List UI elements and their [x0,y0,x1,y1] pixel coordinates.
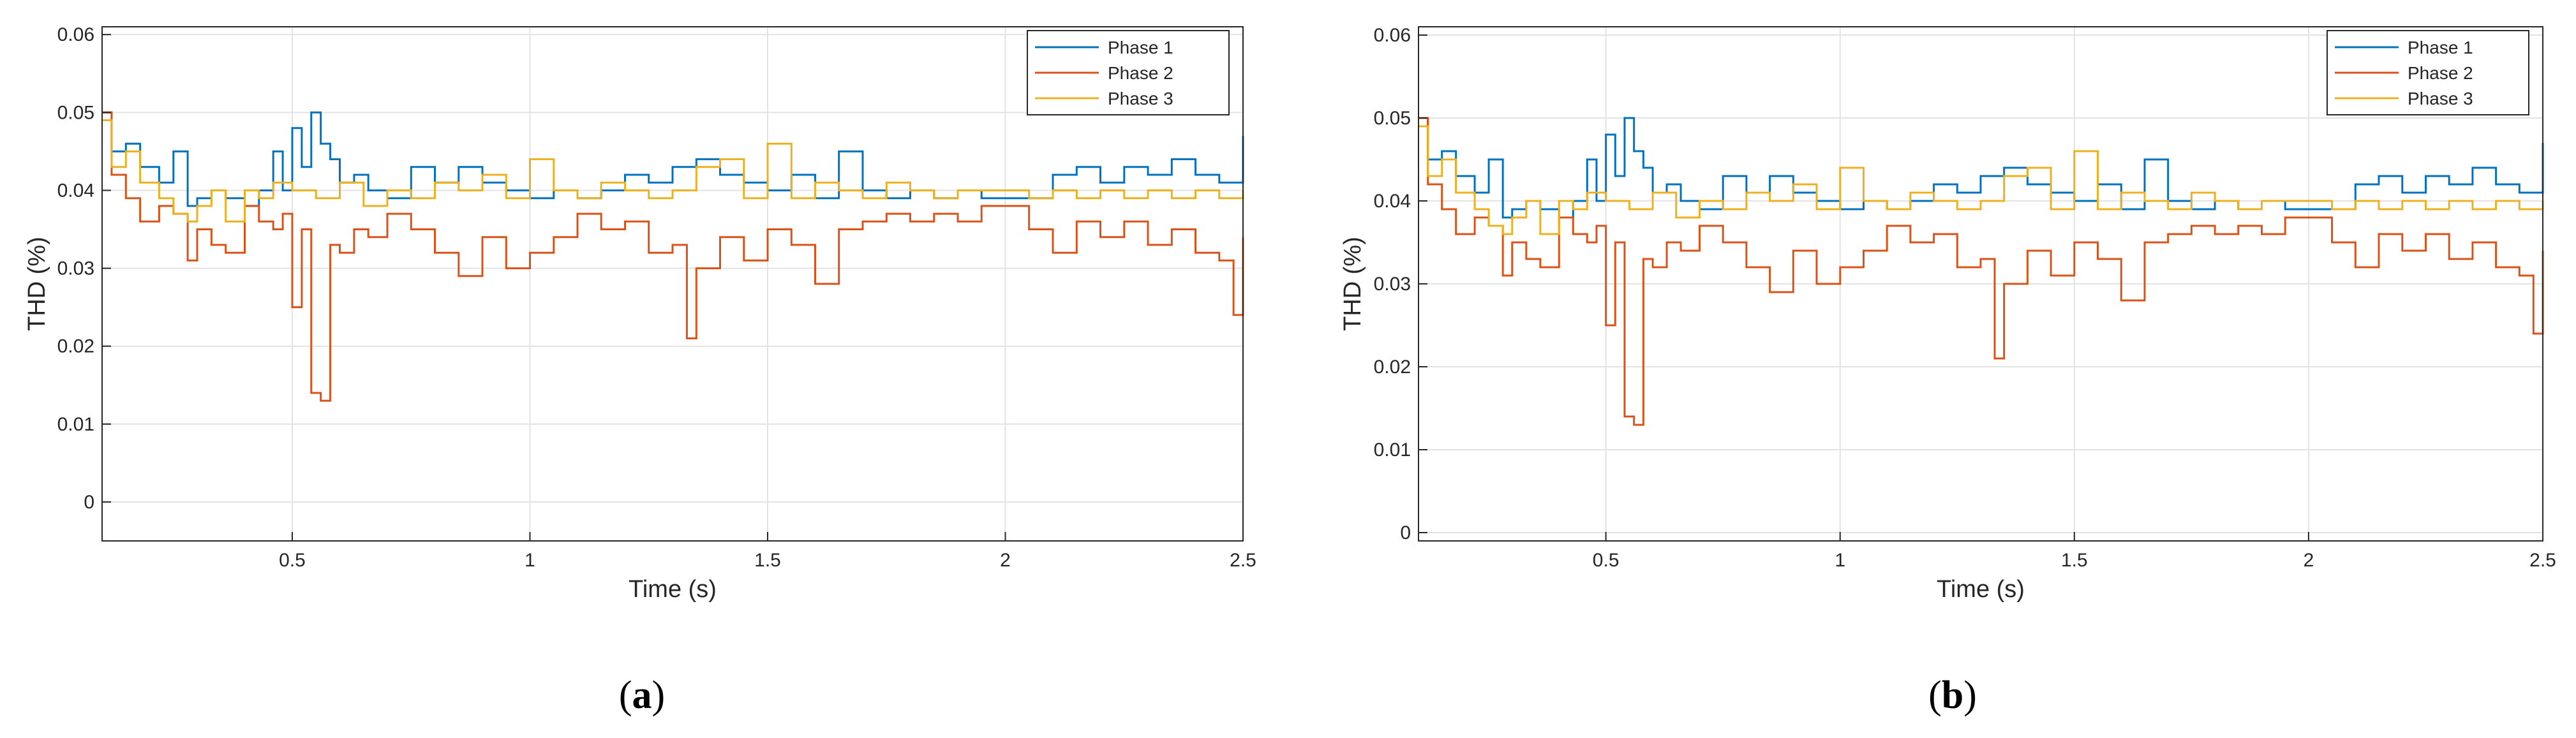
ticks: 0.5 1 1.5 2 2.5 0 0.01 0.02 0.03 0.04 0.05 0.06 [57,24,1256,571]
legend-label-phase-1: Phase 1 [2408,38,2473,57]
legend-label-phase-2: Phase 2 [1108,63,1173,83]
series-line-phase-3 [102,119,1244,223]
x-tick-label: 2.5 [2529,550,2556,571]
series-group [1418,117,2544,426]
chart-panel-b: 0.5 1 1.5 2 2.5 0 0.01 0.02 0.03 0.04 0.05 0.06 Time… [1339,25,2556,717]
caption-close-paren: ) [652,674,666,717]
x-tick-label: 2.5 [1230,550,1256,571]
axes-box [101,26,1244,542]
caption-open-paren: ( [619,674,632,717]
chart-panel-a: 0.5 1 1.5 2 2.5 0 0.01 0.02 0.03 0.04 0.05 0.06 Time… [24,24,1256,717]
x-tick-label: 1.5 [2061,550,2088,571]
y-tick-label: 0.04 [1374,191,1411,212]
legend: Phase 1 Phase 2 Phase 3 [2327,30,2529,115]
y-tick-label: 0.01 [57,414,94,435]
caption-letter: b [1942,674,1963,717]
x-tick-label: 1 [1835,550,1845,571]
x-axis-label: Time (s) [1937,576,2025,603]
y-tick-label: 0.05 [1374,108,1411,129]
y-tick-label: 0.03 [1374,274,1411,295]
series-group [102,111,1244,402]
ticks: 0.5 1 1.5 2 2.5 0 0.01 0.02 0.03 0.04 0.05 0.06 [1374,25,2556,571]
x-tick-label: 0.5 [1593,550,1619,571]
y-tick-label: 0.05 [57,102,94,123]
x-tick-label: 2 [2304,550,2314,571]
x-tick-label: 1 [525,550,535,571]
caption-letter: a [632,674,652,717]
caption-open-paren: ( [1928,674,1942,717]
legend-label-phase-2: Phase 2 [2408,63,2473,83]
caption-close-paren: ) [1963,674,1977,717]
y-tick-label: 0.03 [57,258,94,279]
y-axis-label: THD (%) [1339,237,1366,331]
legend-label-phase-3: Phase 3 [2408,89,2473,108]
x-tick-label: 0.5 [279,550,306,571]
y-tick-label: 0.04 [57,180,94,201]
y-axis-label: THD (%) [24,237,50,331]
y-tick-label: 0.02 [57,336,94,357]
legend-label-phase-1: Phase 1 [1108,38,1173,57]
x-tick-label: 1.5 [754,550,781,571]
legend-label-phase-3: Phase 3 [1108,89,1173,108]
y-tick-label: 0.06 [57,24,94,45]
y-tick-label: 0.06 [1374,25,1411,46]
x-axis-label: Time (s) [629,576,717,603]
panel-caption: (a) [619,674,665,717]
x-tick-label: 2 [1000,550,1011,571]
y-tick-label: 0.01 [1374,439,1411,461]
series-line-phase-3 [1418,125,2544,235]
panel-caption: (b) [1928,674,1977,717]
y-tick-label: 0 [84,492,94,513]
y-tick-label: 0.02 [1374,357,1411,378]
legend: Phase 1 Phase 2 Phase 3 [1027,30,1230,115]
y-tick-label: 0 [1400,522,1411,543]
